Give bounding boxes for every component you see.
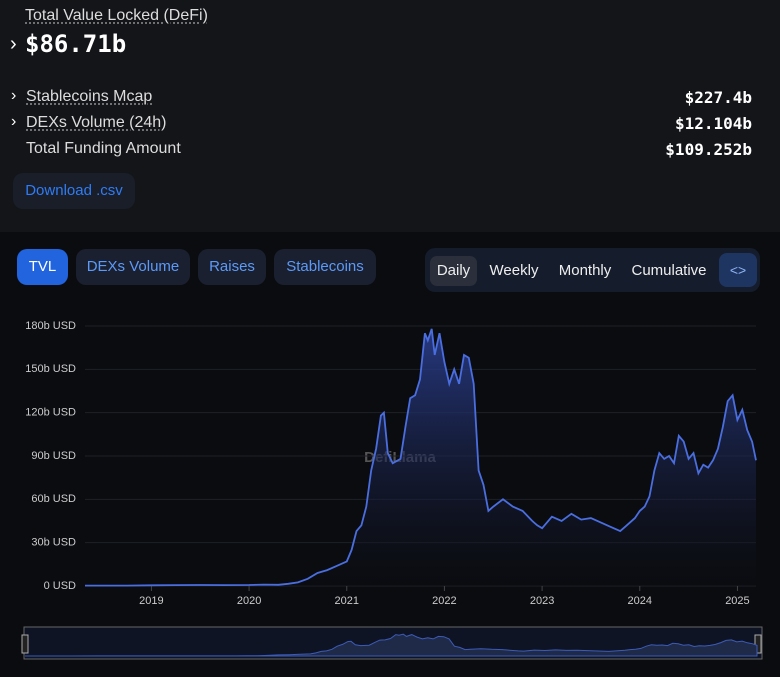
period[interactable]: Cumulative [631,262,707,279]
brush-handle[interactable] [754,634,762,654]
y-tick-label: 120b USD [25,407,76,419]
y-tick-label: 180b USD [25,320,76,332]
x-tick-label: 2024 [628,595,652,607]
expand-icon[interactable]: › [11,113,17,130]
tvl-label: Total Value Locked (DeFi) [25,7,208,24]
brush-area [25,633,758,657]
tab[interactable]: Raises [198,249,266,285]
stat-label[interactable]: DEXs Volume (24h) [26,114,167,131]
y-tick-label: 90b USD [31,450,76,462]
period[interactable]: Monthly [558,262,612,279]
expand-icon[interactable]: › [11,87,17,104]
brush-handle[interactable] [21,634,29,654]
period-selector [425,248,760,292]
stat-label: Total Funding Amount [26,140,181,157]
stat-value: $109.252b [665,140,752,159]
x-tick-label: 2025 [725,595,749,607]
y-tick-label: 0 USD [44,580,76,592]
period[interactable]: Daily [430,256,477,286]
tab[interactable]: TVL [17,249,68,285]
embed-button[interactable]: <> [719,253,757,287]
summary-panel: Total Value Locked (DeFi) › $86.71b › St… [0,0,780,232]
x-tick-label: 2022 [432,595,456,607]
stat-label[interactable]: Stablecoins Mcap [26,88,153,105]
tvl-value: $86.71b [25,30,127,58]
stat-value: $227.4b [684,88,752,107]
area [85,328,756,586]
download-button[interactable]: Download .csv [13,173,135,209]
y-tick-label: 150b USD [25,363,76,375]
x-tick-label: 2023 [530,595,554,607]
y-tick-label: 30b USD [31,537,76,549]
expand-icon[interactable]: › [10,33,17,55]
x-tick-label: 2020 [237,595,261,607]
line [85,328,757,587]
x-tick-label: 2019 [139,595,163,607]
tab[interactable]: DEXs Volume [76,249,190,285]
y-tick-label: 60b USD [31,493,76,505]
tab[interactable]: Stablecoins [274,249,376,285]
period[interactable]: Weekly [489,262,539,279]
stat-value: $12.104b [674,114,752,133]
x-tick-label: 2021 [335,595,359,607]
